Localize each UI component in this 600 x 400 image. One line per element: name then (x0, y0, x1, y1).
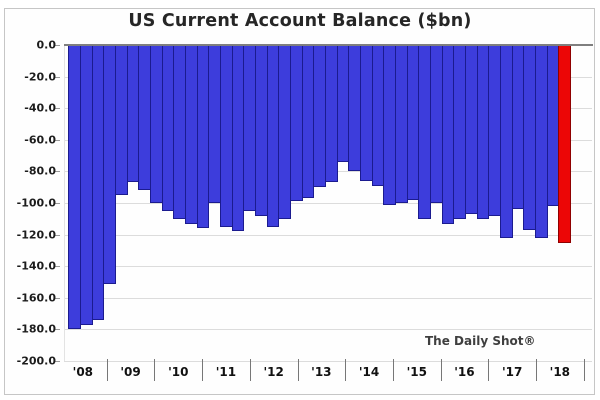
y-axis-tick (54, 108, 60, 109)
y-axis-tick-label: -80.0 (24, 164, 56, 178)
y-axis-tick (54, 298, 60, 299)
x-axis-year-label: '11 (215, 365, 237, 379)
bar-highlight (558, 45, 571, 243)
gridline (64, 266, 592, 267)
x-axis-year-label: '15 (406, 365, 427, 379)
x-axis-year-label: '12 (263, 365, 284, 379)
x-axis-separator (250, 359, 251, 381)
gridline (64, 329, 592, 330)
y-axis-tick (54, 45, 60, 46)
x-axis-separator (154, 359, 155, 381)
x-axis-year-label: '13 (311, 365, 332, 379)
x-axis-separator (345, 359, 346, 381)
x-axis-separator (393, 359, 394, 381)
y-axis-tick-label: -60.0 (24, 133, 56, 147)
gridline (64, 203, 592, 204)
x-axis-year-label: '18 (549, 365, 571, 379)
x-axis-separator (584, 359, 585, 381)
x-axis-separator (488, 359, 489, 381)
y-axis-tick-label: -20.0 (24, 70, 56, 84)
y-axis-tick-label: -40.0 (24, 101, 56, 115)
x-axis-year-label: '16 (454, 365, 475, 379)
y-axis-tick-label: -140.0 (16, 259, 56, 273)
gridline (64, 298, 592, 299)
x-axis-separator (298, 359, 299, 381)
x-axis-year-label: '17 (501, 365, 523, 379)
y-axis-tick (54, 361, 60, 362)
x-axis-separator (441, 359, 442, 381)
y-axis-tick-label: -100.0 (16, 196, 56, 210)
y-axis-tick (54, 235, 60, 236)
y-axis-tick (54, 203, 60, 204)
chart-title: US Current Account Balance ($bn) (128, 11, 472, 31)
x-axis-year-label: '10 (168, 365, 189, 379)
gridline (64, 235, 592, 236)
watermark-daily-shot: The Daily Shot® (425, 334, 536, 348)
gridline (64, 361, 592, 362)
x-axis-year-label: '08 (72, 365, 94, 379)
x-axis-separator (536, 359, 537, 381)
y-axis-tick (54, 171, 60, 172)
x-axis-year-label: '09 (120, 365, 141, 379)
y-axis-tick (54, 77, 60, 78)
y-axis-tick-label: -200.0 (16, 354, 56, 368)
y-axis-tick-label: -180.0 (16, 322, 56, 336)
x-axis-separator (202, 359, 203, 381)
y-axis-tick (54, 140, 60, 141)
x-axis-separator (107, 359, 108, 381)
x-axis-year-label: '14 (358, 365, 380, 379)
y-axis-line (64, 45, 65, 361)
y-axis-tick-label: 0.0 (36, 38, 57, 52)
y-axis-tick (54, 266, 60, 267)
y-axis-tick-label: -120.0 (16, 228, 56, 242)
y-axis-tick-label: -160.0 (16, 291, 56, 305)
zero-axis-line (64, 44, 593, 46)
y-axis-tick (54, 329, 60, 330)
